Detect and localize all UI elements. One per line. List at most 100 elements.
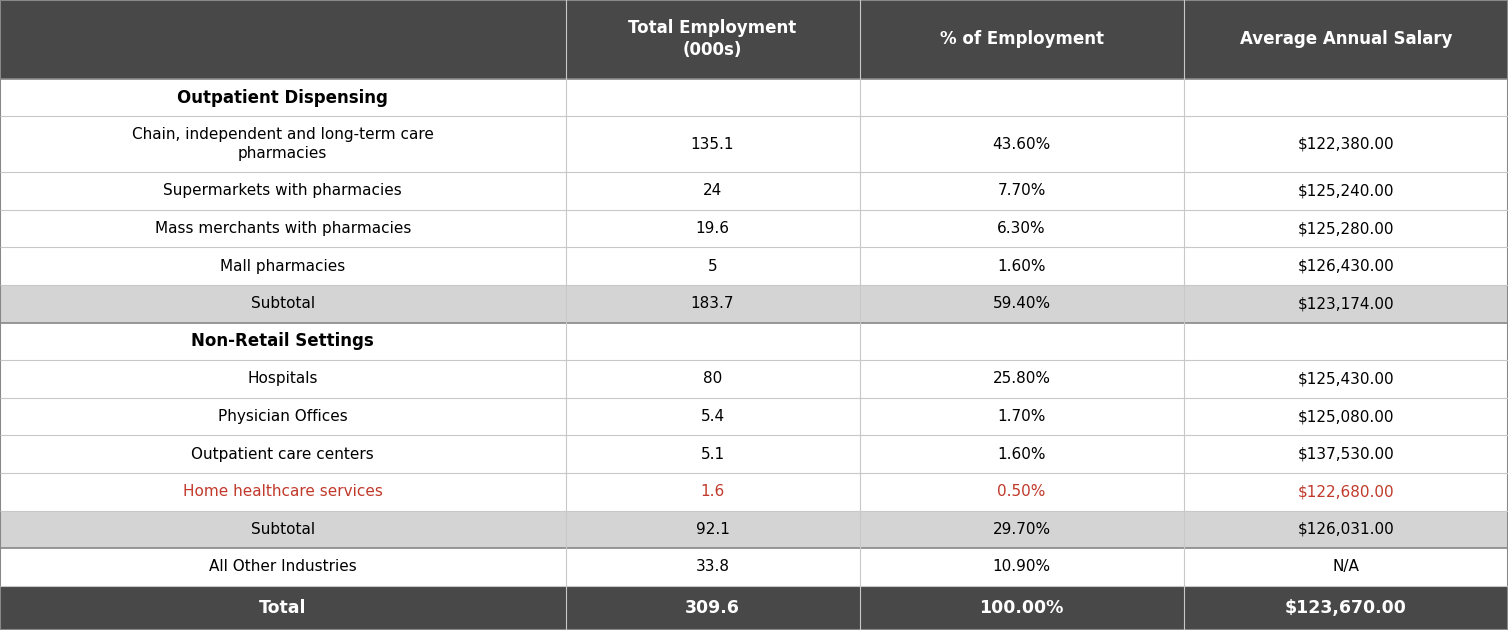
Text: 183.7: 183.7 xyxy=(691,296,734,311)
Text: Total Employment
(000s): Total Employment (000s) xyxy=(629,20,796,59)
Bar xyxy=(566,398,860,435)
Bar xyxy=(566,0,860,79)
Bar xyxy=(566,172,860,210)
Text: Average Annual Salary: Average Annual Salary xyxy=(1240,30,1452,49)
Text: Supermarkets with pharmacies: Supermarkets with pharmacies xyxy=(163,183,403,198)
Bar xyxy=(1184,360,1508,398)
Text: N/A: N/A xyxy=(1333,559,1359,575)
Text: Non-Retail Settings: Non-Retail Settings xyxy=(192,333,374,350)
Text: 7.70%: 7.70% xyxy=(997,183,1047,198)
Bar xyxy=(0,510,566,548)
Bar xyxy=(566,79,860,117)
Bar xyxy=(860,248,1184,285)
Text: $123,670.00: $123,670.00 xyxy=(1285,599,1407,617)
Bar xyxy=(1184,398,1508,435)
Bar xyxy=(566,285,860,323)
Text: Hospitals: Hospitals xyxy=(247,372,318,386)
Bar xyxy=(1184,0,1508,79)
Text: $122,680.00: $122,680.00 xyxy=(1297,484,1395,499)
Text: 1.70%: 1.70% xyxy=(997,409,1047,424)
Bar xyxy=(1184,248,1508,285)
Bar xyxy=(1184,548,1508,586)
Bar xyxy=(860,0,1184,79)
Bar xyxy=(0,548,566,586)
Text: Chain, independent and long-term care
pharmacies: Chain, independent and long-term care ph… xyxy=(131,127,434,161)
Text: Total: Total xyxy=(259,599,306,617)
Bar xyxy=(860,117,1184,172)
Bar xyxy=(860,398,1184,435)
Bar xyxy=(0,360,566,398)
Text: $122,380.00: $122,380.00 xyxy=(1297,137,1395,152)
Bar xyxy=(566,210,860,248)
Text: Outpatient care centers: Outpatient care centers xyxy=(192,447,374,462)
Text: 5: 5 xyxy=(707,259,718,273)
Text: $125,280.00: $125,280.00 xyxy=(1298,221,1393,236)
Text: 1.60%: 1.60% xyxy=(997,447,1047,462)
Text: Mass merchants with pharmacies: Mass merchants with pharmacies xyxy=(154,221,412,236)
Text: 0.50%: 0.50% xyxy=(997,484,1047,499)
Bar xyxy=(1184,79,1508,117)
Bar xyxy=(566,435,860,473)
Text: 6.30%: 6.30% xyxy=(997,221,1047,236)
Text: Physician Offices: Physician Offices xyxy=(217,409,348,424)
Bar xyxy=(0,0,566,79)
Text: 10.90%: 10.90% xyxy=(992,559,1051,575)
Bar xyxy=(860,285,1184,323)
Text: All Other Industries: All Other Industries xyxy=(210,559,356,575)
Bar xyxy=(0,172,566,210)
Bar xyxy=(0,248,566,285)
Bar xyxy=(1184,323,1508,360)
Text: $123,174.00: $123,174.00 xyxy=(1297,296,1395,311)
Bar xyxy=(860,586,1184,630)
Bar xyxy=(860,210,1184,248)
Bar xyxy=(860,360,1184,398)
Bar xyxy=(860,79,1184,117)
Bar xyxy=(1184,172,1508,210)
Text: 92.1: 92.1 xyxy=(695,522,730,537)
Text: 25.80%: 25.80% xyxy=(992,372,1051,386)
Bar xyxy=(0,210,566,248)
Bar xyxy=(860,510,1184,548)
Bar xyxy=(566,510,860,548)
Bar xyxy=(860,473,1184,510)
Text: $125,430.00: $125,430.00 xyxy=(1297,372,1395,386)
Text: Outpatient Dispensing: Outpatient Dispensing xyxy=(178,89,388,106)
Bar xyxy=(566,586,860,630)
Text: 33.8: 33.8 xyxy=(695,559,730,575)
Bar xyxy=(566,248,860,285)
Bar xyxy=(1184,510,1508,548)
Bar xyxy=(0,79,566,117)
Bar xyxy=(1184,210,1508,248)
Bar xyxy=(566,548,860,586)
Text: 100.00%: 100.00% xyxy=(980,599,1063,617)
Text: 29.70%: 29.70% xyxy=(992,522,1051,537)
Text: 135.1: 135.1 xyxy=(691,137,734,152)
Text: Subtotal: Subtotal xyxy=(250,296,315,311)
Text: $125,080.00: $125,080.00 xyxy=(1298,409,1393,424)
Bar xyxy=(0,117,566,172)
Bar xyxy=(566,323,860,360)
Bar xyxy=(860,323,1184,360)
Text: 24: 24 xyxy=(703,183,722,198)
Bar xyxy=(566,117,860,172)
Text: $126,031.00: $126,031.00 xyxy=(1297,522,1395,537)
Bar xyxy=(0,435,566,473)
Text: $125,240.00: $125,240.00 xyxy=(1298,183,1393,198)
Bar xyxy=(566,360,860,398)
Text: 19.6: 19.6 xyxy=(695,221,730,236)
Bar xyxy=(0,398,566,435)
Bar xyxy=(860,172,1184,210)
Bar xyxy=(0,285,566,323)
Text: 80: 80 xyxy=(703,372,722,386)
Text: 309.6: 309.6 xyxy=(685,599,740,617)
Text: 1.60%: 1.60% xyxy=(997,259,1047,273)
Text: 5.1: 5.1 xyxy=(701,447,724,462)
Text: Home healthcare services: Home healthcare services xyxy=(182,484,383,499)
Bar xyxy=(1184,473,1508,510)
Bar xyxy=(1184,586,1508,630)
Bar xyxy=(0,473,566,510)
Bar xyxy=(860,548,1184,586)
Text: 59.40%: 59.40% xyxy=(992,296,1051,311)
Bar xyxy=(566,473,860,510)
Text: 43.60%: 43.60% xyxy=(992,137,1051,152)
